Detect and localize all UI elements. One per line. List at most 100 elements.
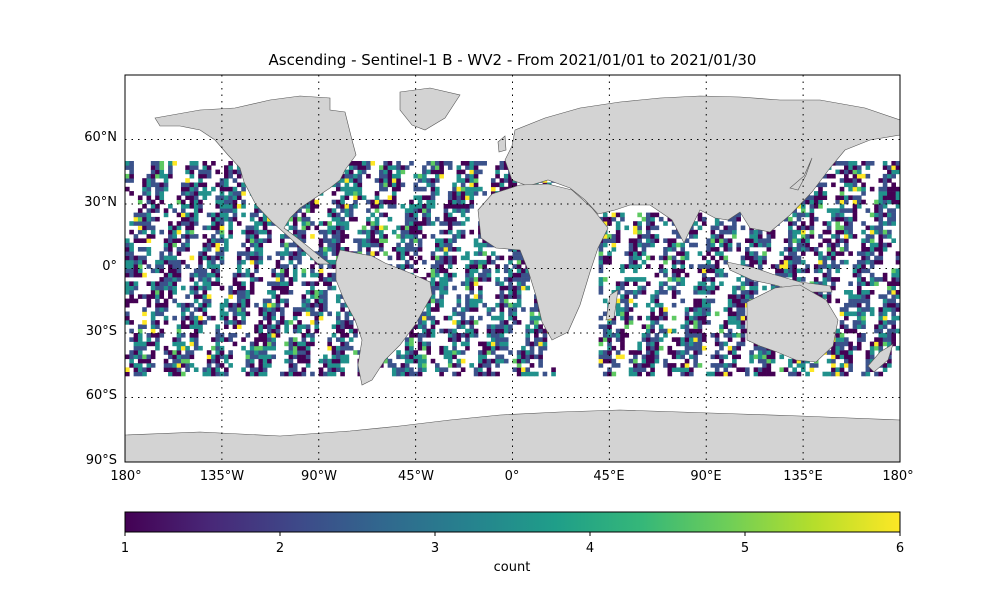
count-cell	[654, 354, 660, 360]
count-cell	[848, 169, 853, 175]
count-cell	[374, 195, 380, 200]
count-cell	[443, 268, 449, 274]
count-cell	[844, 178, 849, 183]
count-cell	[241, 186, 246, 192]
count-cell	[142, 341, 147, 347]
count-cell	[232, 191, 238, 196]
count-cell	[473, 161, 479, 166]
count-cell	[835, 298, 841, 304]
count-cell	[865, 358, 871, 364]
count-cell	[228, 165, 233, 170]
count-cell	[137, 221, 143, 226]
count-cell	[895, 272, 901, 278]
count-cell	[409, 208, 414, 213]
count-cell	[882, 333, 888, 338]
count-cell	[534, 315, 539, 321]
count-cell	[198, 315, 203, 321]
count-cell	[176, 195, 182, 200]
count-cell	[727, 333, 733, 338]
count-cell	[848, 208, 853, 213]
count-cell	[654, 358, 660, 364]
count-cell	[839, 337, 845, 342]
count-cell	[676, 242, 681, 248]
count-cell	[133, 259, 139, 265]
count-cell	[206, 169, 212, 175]
count-cell	[633, 290, 638, 295]
count-cell	[435, 320, 440, 325]
count-cell	[396, 255, 401, 261]
count-cell	[129, 350, 134, 355]
count-cell	[852, 311, 858, 317]
count-cell	[895, 195, 901, 200]
count-cell	[422, 165, 427, 170]
count-cell	[809, 229, 815, 235]
count-cell	[125, 255, 130, 261]
count-cell	[159, 328, 165, 334]
count-cell	[654, 350, 660, 355]
count-cell	[465, 333, 470, 338]
count-cell	[529, 311, 535, 317]
count-cell	[202, 277, 208, 282]
count-cell	[839, 191, 845, 196]
count-cell	[430, 294, 436, 299]
count-cell	[193, 272, 199, 278]
count-cell	[895, 315, 901, 321]
count-cell	[374, 216, 380, 222]
count-cell	[426, 341, 431, 347]
count-cell	[215, 345, 221, 351]
count-cell	[301, 281, 307, 286]
count-cell	[460, 311, 466, 317]
count-cell	[215, 268, 221, 274]
count-cell	[654, 345, 660, 351]
count-cell	[473, 328, 479, 334]
count-cell	[439, 221, 444, 226]
count-cell	[887, 242, 892, 248]
count-cell	[701, 302, 707, 308]
count-cell	[800, 212, 806, 218]
count-cell	[172, 277, 177, 282]
count-cell	[180, 285, 186, 291]
count-cell	[826, 238, 832, 243]
count-cell	[805, 212, 810, 218]
count-cell	[852, 320, 858, 325]
count-cell	[189, 302, 195, 308]
count-cell	[521, 281, 526, 286]
count-cell	[318, 367, 324, 372]
count-cell	[297, 259, 302, 265]
count-cell	[404, 221, 410, 226]
count-cell	[447, 204, 453, 209]
count-cell	[271, 345, 276, 351]
count-cell	[521, 277, 526, 282]
count-cell	[757, 367, 763, 372]
count-cell	[706, 238, 711, 243]
count-cell	[206, 298, 212, 304]
count-cell	[189, 272, 195, 278]
count-cell	[447, 191, 453, 196]
count-cell	[456, 234, 462, 239]
count-cell	[224, 311, 229, 317]
count-cell	[473, 169, 479, 175]
count-cell	[641, 337, 647, 342]
count-cell	[740, 341, 746, 347]
count-cell	[172, 259, 177, 265]
count-cell	[292, 324, 298, 329]
count-cell	[697, 333, 703, 338]
count-cell	[882, 204, 888, 209]
count-cell	[891, 328, 896, 334]
count-cell	[723, 341, 729, 347]
count-cell	[439, 302, 444, 308]
count-cell	[318, 247, 324, 252]
count-cell	[878, 225, 884, 231]
count-cell	[465, 161, 470, 166]
count-cell	[671, 315, 677, 321]
count-cell	[486, 371, 492, 377]
count-cell	[749, 358, 754, 364]
count-cell	[146, 298, 152, 304]
count-cell	[443, 242, 449, 248]
count-cell	[202, 290, 208, 295]
count-cell	[426, 216, 431, 222]
count-cell	[762, 255, 767, 261]
count-cell	[292, 225, 298, 231]
count-cell	[671, 238, 677, 243]
